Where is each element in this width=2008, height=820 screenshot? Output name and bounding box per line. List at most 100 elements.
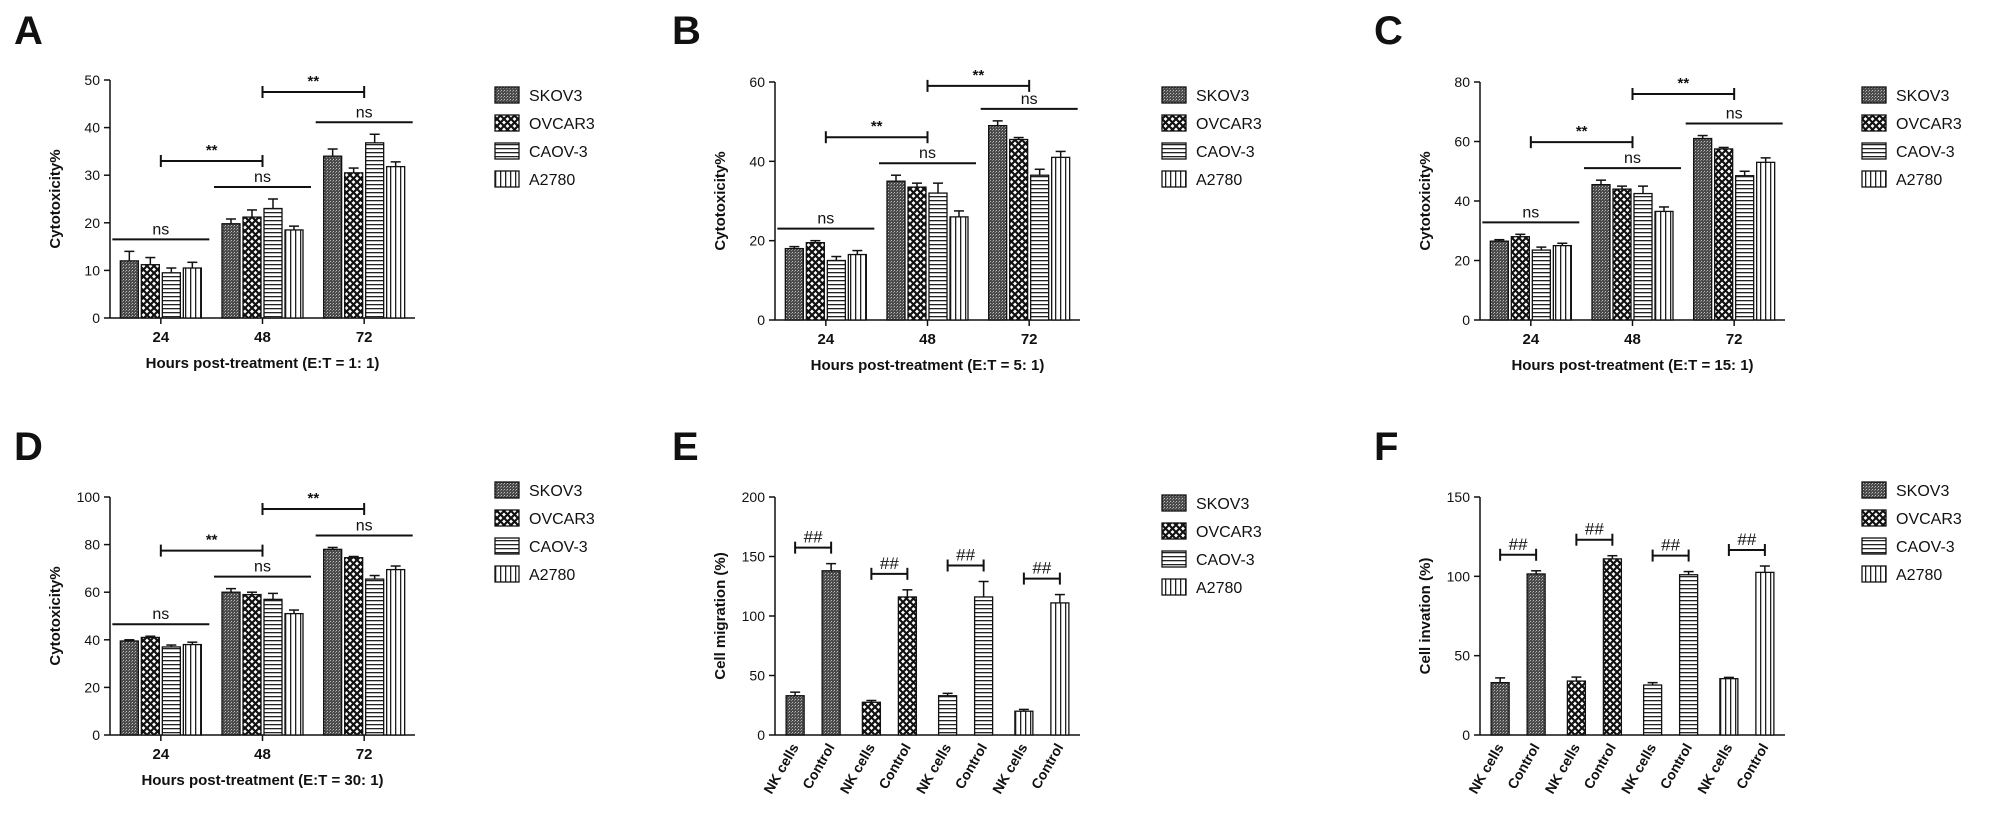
bar-skov3-48	[221, 591, 241, 736]
y-tick-label: 100	[77, 489, 101, 505]
legend-swatch-skov3	[1861, 86, 1887, 104]
bar-caov-3-control	[1678, 574, 1699, 736]
significance-label: **	[307, 73, 319, 90]
legend: SKOV3 OVCAR3 CAOV-3 A2780	[494, 481, 595, 584]
legend: SKOV3 OVCAR3 CAOV-3 A2780	[1161, 494, 1262, 597]
significance-label: **	[307, 490, 319, 507]
legend-swatch-a2780	[494, 170, 520, 188]
ns-label: ns	[254, 169, 271, 186]
legend-label: A2780	[1196, 172, 1242, 189]
y-axis-label: Cell invation (%)	[1417, 558, 1434, 675]
ns-label: ns	[356, 104, 373, 121]
y-tick-label: 50	[84, 72, 100, 88]
y-axis-label: Cytotoxicity%	[47, 566, 64, 665]
x-tick-label: NK cells	[1694, 740, 1736, 796]
y-tick-label: 0	[92, 727, 100, 743]
legend-label: A2780	[529, 567, 575, 584]
y-tick-label: 100	[1447, 568, 1471, 584]
significance-label: **	[206, 142, 218, 159]
significance-label: ##	[1032, 559, 1051, 578]
significance-label: **	[1576, 123, 1588, 140]
bar-skov3-24	[784, 247, 804, 321]
bar-ovcar3-control	[1602, 558, 1623, 736]
y-tick-label: 10	[84, 262, 100, 278]
bar-a2780-48	[949, 216, 969, 321]
x-tick-label: 24	[152, 746, 169, 763]
y-tick-label: 30	[84, 167, 100, 183]
y-tick-label: 100	[742, 608, 766, 624]
y-axis-label: Cytotoxicity%	[47, 149, 64, 248]
bar-skov3-72	[1693, 137, 1713, 321]
significance-label: **	[871, 118, 883, 135]
ns-label: ns	[919, 145, 936, 162]
x-tick-label: NK cells	[989, 740, 1031, 796]
legend-label: SKOV3	[529, 483, 582, 500]
legend-swatch-caov-3	[494, 142, 520, 160]
y-tick-label: 40	[1454, 193, 1470, 209]
bar-caov-3-48	[1633, 192, 1653, 321]
bar-skov3-control	[1526, 573, 1546, 736]
bar-a2780-72	[1051, 156, 1071, 321]
significance-label: ##	[804, 528, 823, 547]
bar-skov3-48	[221, 223, 241, 319]
legend-swatch-skov3	[494, 481, 520, 499]
legend-label: OVCAR3	[1196, 524, 1262, 541]
y-tick-label: 20	[749, 233, 765, 249]
legend: SKOV3 OVCAR3 CAOV-3 A2780	[1861, 481, 1962, 584]
legend-swatch-a2780	[494, 565, 520, 583]
bar-a2780-48	[1654, 210, 1674, 321]
legend-swatch-a2780	[1161, 170, 1187, 188]
ns-label: ns	[152, 606, 169, 623]
panel-letter: C	[1374, 9, 1403, 53]
ns-label: ns	[1624, 150, 1641, 167]
legend-swatch-ovcar3	[1161, 114, 1187, 132]
bar-caov-3-72	[365, 142, 385, 319]
panel-letter: A	[14, 9, 43, 53]
bar-caov-3-24	[826, 259, 846, 321]
panel-a: A 0 10 20 30 40 50 Cytotoxicity% 24 48 72 Hours pos…	[14, 9, 595, 372]
x-tick-label: Control	[875, 741, 914, 792]
legend-swatch-caov-3	[1161, 142, 1187, 160]
ns-label: ns	[1726, 106, 1743, 123]
y-tick-label: 0	[1462, 727, 1470, 743]
legend-label: CAOV-3	[1896, 144, 1955, 161]
legend-label: A2780	[1896, 172, 1942, 189]
y-tick-label: 0	[757, 312, 765, 328]
bar-ovcar3-48	[1612, 188, 1632, 321]
bar-ovcar3-24	[805, 241, 825, 321]
x-tick-label: 24	[152, 329, 169, 346]
legend: SKOV3 OVCAR3 CAOV-3 A2780	[1861, 86, 1962, 189]
y-tick-label: 60	[1454, 134, 1470, 150]
y-tick-label: 40	[749, 153, 765, 169]
bar-a2780-24	[847, 253, 867, 321]
x-tick-label: NK cells	[760, 740, 802, 796]
legend-swatch-skov3	[1161, 86, 1187, 104]
legend-label: CAOV-3	[1196, 144, 1255, 161]
panel-d: D 0 20 40 60 80 100 Cytotoxicity% 24 48 72 Hours po…	[14, 425, 595, 789]
y-tick-label: 150	[742, 549, 766, 565]
bar-a2780-control	[1050, 602, 1070, 736]
x-axis-label: Hours post-treatment (E:T = 1: 1)	[146, 355, 380, 372]
bar-a2780-24	[1552, 244, 1572, 321]
x-tick-label: 24	[817, 331, 834, 348]
bar-caov-3-24	[161, 272, 181, 319]
y-axis-label: Cytotoxicity%	[1417, 151, 1434, 250]
x-tick-label: NK cells	[1618, 740, 1660, 796]
y-tick-label: 50	[749, 668, 765, 684]
x-axis-label: Hours post-treatment (E:T = 15: 1)	[1511, 357, 1753, 374]
x-tick-label: Control	[1504, 741, 1543, 792]
significance-label: **	[206, 532, 218, 549]
legend-label: SKOV3	[1896, 88, 1949, 105]
ns-label: ns	[152, 221, 169, 238]
bar-caov-3-control	[973, 596, 994, 736]
x-tick-label: 72	[356, 746, 373, 763]
bar-a2780-48	[284, 612, 304, 736]
bar-skov3-24	[119, 640, 139, 736]
bar-ovcar3-72	[1009, 138, 1029, 321]
bar-a2780-72	[386, 165, 406, 319]
x-tick-label: 48	[254, 329, 271, 346]
significance-label: ##	[880, 554, 899, 573]
bar-ovcar3-nk-cells	[1566, 680, 1587, 736]
bar-ovcar3-48	[242, 593, 262, 736]
bar-skov3-72	[323, 548, 343, 736]
